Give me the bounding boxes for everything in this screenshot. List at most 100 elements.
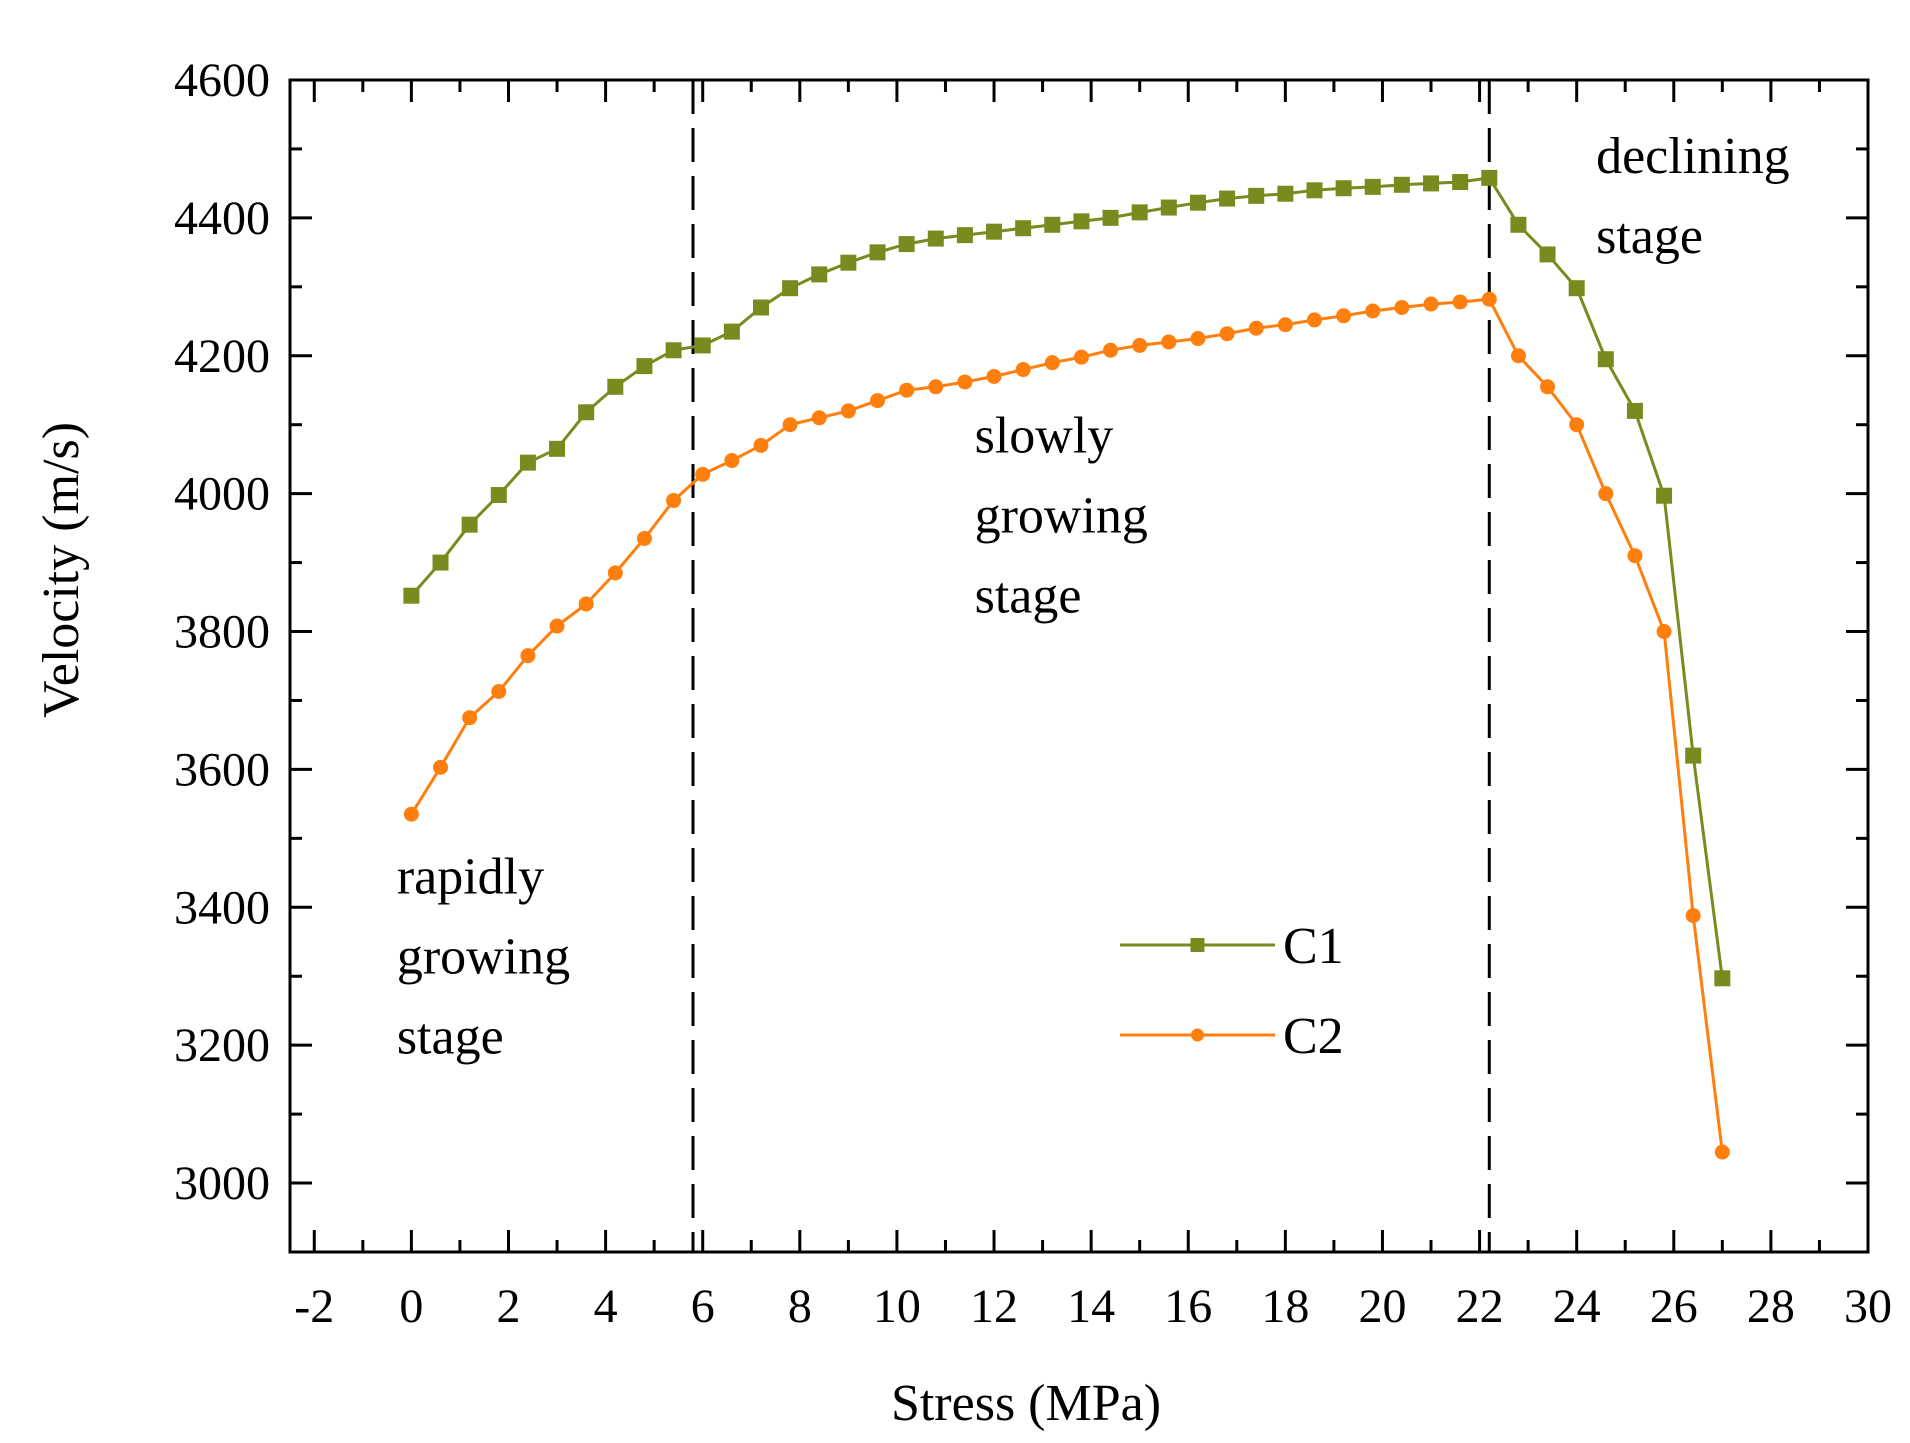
data-point-c2 [607,565,623,581]
y-tick-label: 4400 [174,192,270,245]
data-point-c1 [1510,216,1527,233]
data-point-c2 [1423,296,1439,312]
data-point-c1 [1160,199,1177,216]
data-point-c2 [578,596,594,612]
series-line-c1 [410,176,1724,979]
y-tick-label: 4000 [174,468,270,521]
data-point-c2 [1132,337,1148,353]
data-point-c2 [1365,303,1381,319]
data-point-c1 [1423,175,1440,192]
data-point-c1 [869,244,886,261]
data-point-c1 [840,254,857,271]
data-point-c2 [840,403,856,419]
data-point-c2 [1656,624,1672,640]
data-point-c1 [986,223,1003,240]
annotation-declining-stage-line: stage [1596,208,1703,265]
data-point-c2 [1452,294,1468,310]
data-point-c2 [899,382,915,398]
data-point-c2 [1569,417,1585,433]
data-point-c1 [636,358,653,375]
data-point-c1 [403,587,420,604]
x-tick-label: 12 [970,1280,1018,1333]
data-point-c2 [695,466,711,482]
annotation-slowly-stage-line: growing [975,487,1148,544]
legend: C1 C2 [1120,918,1344,1065]
series-line-c2 [410,297,1724,1153]
y-tick-label: 3200 [174,1019,270,1072]
x-tick-label: 18 [1261,1280,1309,1333]
data-point-c2 [462,710,478,726]
legend-marker-c1 [1190,938,1205,952]
data-point-c1 [1073,213,1090,230]
legend-marker-c2 [1191,1028,1204,1042]
data-point-c1 [1364,178,1381,195]
data-point-c1 [723,323,740,340]
data-point-c1 [1015,220,1032,237]
data-point-c2 [1510,348,1526,364]
data-point-c1 [665,342,682,359]
axes: -2 0 2 4 6 8 10 12 14 16 18 20 22 24 26 28 3030003200340… [174,54,1892,1333]
data-point-c2 [1161,334,1177,350]
data-point-c2 [1627,548,1643,564]
data-point-c1 [1102,209,1119,226]
annotations: rapidly growing stage slowly growing stage dec… [397,128,1790,1065]
data-point-c1 [694,337,711,354]
data-point-c2 [986,368,1002,384]
data-point-c2 [636,530,652,546]
data-point-c1 [549,440,566,457]
data-point-c1 [1044,216,1061,233]
data-point-c2 [724,453,740,469]
data-point-c2 [520,648,536,664]
x-tick-label: 2 [496,1280,520,1333]
data-point-c1 [1306,182,1323,199]
y-tick-label: 4200 [174,330,270,383]
data-point-c2 [782,417,798,433]
data-point-c1 [1656,487,1673,504]
data-point-c2 [1248,320,1264,336]
annotation-rapidly-stage-line: growing [397,929,570,986]
data-point-c1 [432,554,449,571]
data-point-c1 [461,516,478,533]
data-point-c2 [1277,317,1293,333]
data-point-c2 [811,410,827,426]
data-point-c1 [1248,187,1265,204]
data-point-c2 [1540,379,1556,395]
x-tick-label: 14 [1067,1280,1115,1333]
x-tick-label: 8 [788,1280,812,1333]
data-point-c1 [752,299,769,316]
legend-label-c1: C1 [1283,918,1344,975]
data-point-c1 [1568,280,1585,297]
annotation-slowly-stage-line: slowly [975,407,1114,464]
x-tick-label: 26 [1650,1280,1698,1333]
data-point-c2 [666,493,682,509]
data-point-c1 [1393,176,1410,193]
x-tick-label: 24 [1553,1280,1601,1333]
data-point-c2 [433,759,449,775]
data-point-c2 [1044,355,1060,371]
data-point-c1 [898,236,915,253]
x-tick-label: 4 [594,1280,618,1333]
data-point-c2 [1306,312,1322,328]
y-tick-label: 3000 [174,1157,270,1210]
data-point-c1 [1685,747,1702,764]
data-point-c1 [927,230,944,247]
data-point-c2 [491,684,507,700]
annotation-slowly-stage-line: stage [975,567,1082,624]
data-point-c2 [1685,908,1701,924]
annotation-declining-stage-line: declining [1596,128,1790,185]
annotation-rapidly-stage-line: stage [397,1009,504,1066]
data-point-c1 [1539,246,1556,263]
data-point-c1 [1452,174,1469,191]
data-point-c2 [870,393,886,409]
reference-lines [691,80,1491,1252]
data-point-c1 [956,227,973,244]
data-point-c1 [811,266,828,283]
plot-frame [288,78,1870,1254]
data-point-c2 [928,379,944,395]
x-tick-label: 22 [1456,1280,1504,1333]
y-tick-label: 3400 [174,881,270,934]
data-point-c2 [1073,349,1089,365]
data-point-c1 [1481,169,1498,186]
